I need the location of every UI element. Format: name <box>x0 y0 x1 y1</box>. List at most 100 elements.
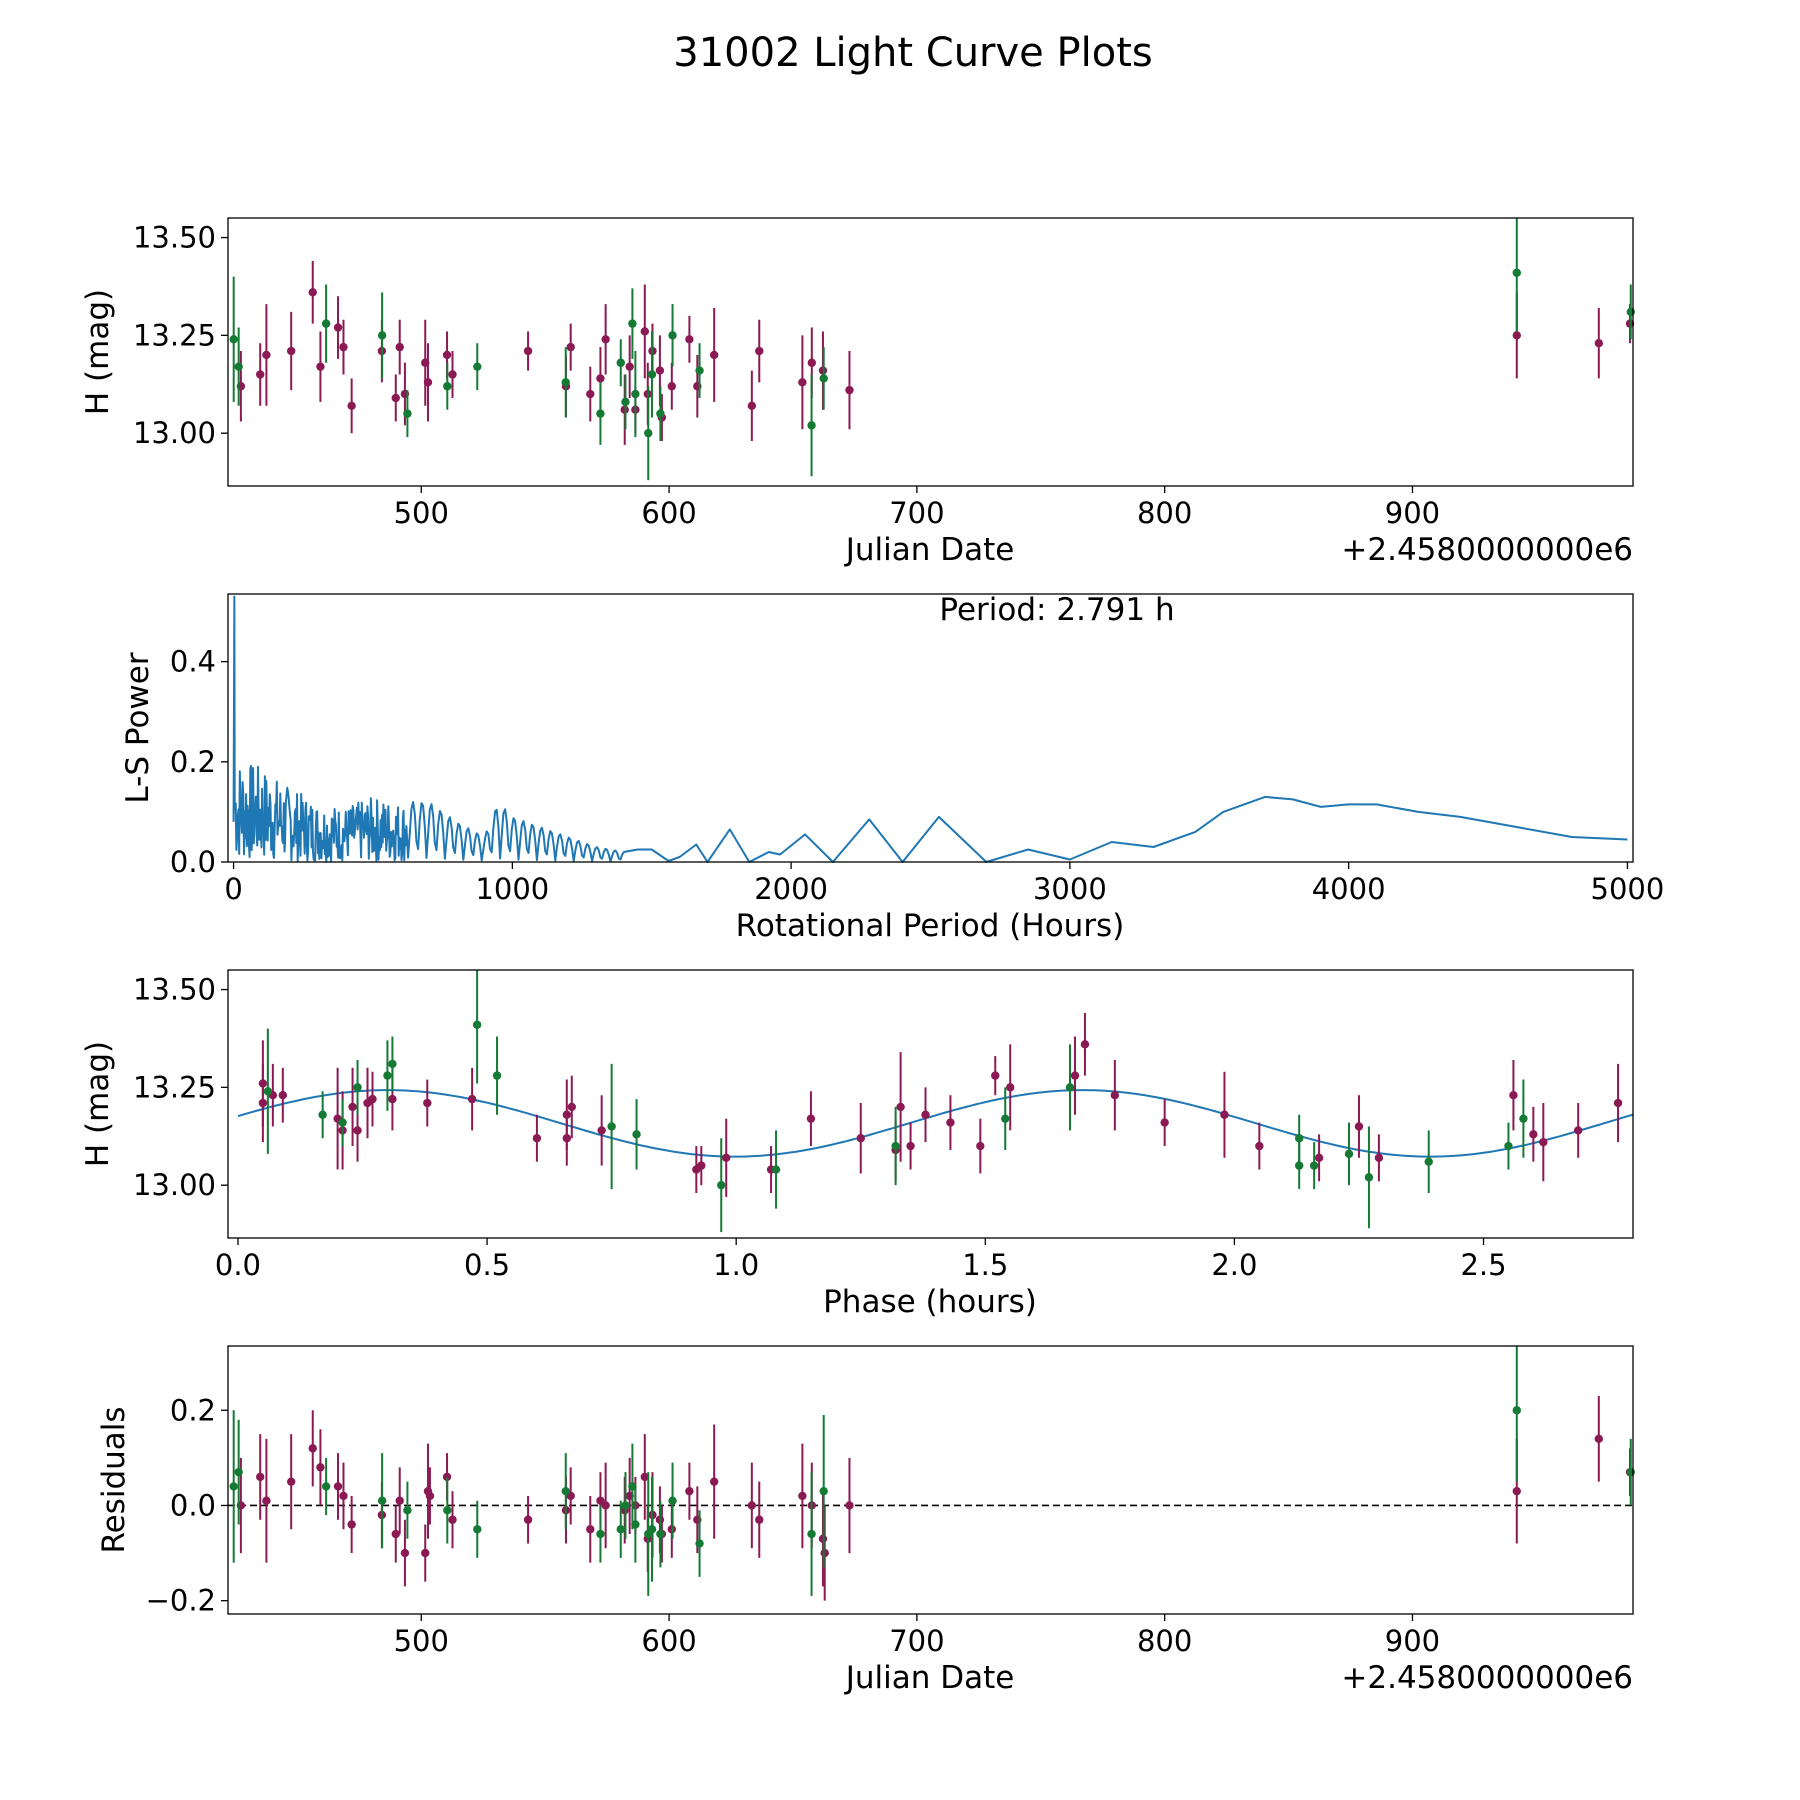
lightcurve-point-g <box>403 409 412 418</box>
periodogram-ticks: 0 1000 2000 3000 4000 5000 0.0 0.2 0.4 <box>170 645 1664 906</box>
phased-xtick-label: 2.5 <box>1460 1248 1506 1282</box>
phased-panel: 0.0 0.5 1.0 1.5 2.0 2.5 13.00 13.25 13.50 Phase … <box>80 969 1634 1320</box>
periodogram-marks <box>232 595 1628 863</box>
lightcurve-point-r <box>448 370 457 379</box>
lightcurve-point-r <box>640 327 649 336</box>
phased-marks <box>237 970 1634 1233</box>
lightcurve-point-r <box>442 350 452 360</box>
periodogram-xtick-label: 0 <box>224 872 242 906</box>
lightcurve-point-r <box>286 346 296 356</box>
lightcurve-point-g <box>229 335 238 344</box>
phased-point-g <box>891 1141 900 1151</box>
phased-point-g <box>318 1110 327 1119</box>
phased-point-r <box>906 1141 915 1151</box>
residuals-point-g <box>229 1482 238 1491</box>
lightcurve-point-r <box>423 378 433 387</box>
lightcurve-ticks: 500 600 700 800 900 13.00 13.25 13.50 <box>133 221 1440 530</box>
lightcurve-point-g <box>819 374 828 383</box>
residuals-point-g <box>1512 1406 1521 1415</box>
lightcurve-point-g <box>647 370 657 379</box>
phased-point-r <box>896 1102 905 1112</box>
residuals-point-r <box>1594 1434 1604 1444</box>
residuals-point-r <box>640 1472 649 1482</box>
lightcurve-point-r <box>339 342 348 352</box>
phased-point-r <box>856 1134 865 1143</box>
phased-point-r <box>1613 1098 1623 1108</box>
phased-point-g <box>607 1122 616 1131</box>
lightcurve-ytick-label: 13.50 <box>133 221 216 255</box>
residuals-point-r <box>391 1529 400 1539</box>
lightcurve-point-g <box>621 397 630 407</box>
lightcurve-point-g <box>616 358 625 367</box>
phased-point-g <box>338 1118 347 1127</box>
phased-point-r <box>1255 1141 1264 1151</box>
phased-point-r <box>1539 1137 1548 1147</box>
phased-point-g <box>383 1071 392 1080</box>
periodogram-xtick-label: 5000 <box>1591 872 1665 906</box>
lightcurve-point-r <box>667 382 677 391</box>
residuals-axes-frame <box>227 1345 1634 1615</box>
lightcurve-point-r <box>596 374 605 383</box>
phased-xtick-label: 0.0 <box>215 1248 261 1282</box>
periodogram-ytick-label: 0.0 <box>170 845 216 879</box>
phased-point-g <box>1424 1157 1433 1166</box>
phased-point-r <box>946 1118 955 1127</box>
periodogram-xtick-label: 4000 <box>1312 872 1386 906</box>
phased-point-r <box>597 1126 606 1135</box>
residuals-point-g <box>631 1520 640 1529</box>
periodogram-ylabel: L-S Power <box>120 652 156 803</box>
residuals-ytick-label: 0.0 <box>170 1488 216 1522</box>
lightcurve-point-r <box>1594 338 1604 348</box>
lightcurve-point-r <box>308 288 317 297</box>
phased-point-r <box>1314 1153 1324 1162</box>
phased-point-g <box>1294 1161 1304 1170</box>
phased-point-g <box>472 1020 482 1029</box>
residuals-point-g <box>321 1482 331 1491</box>
phased-point-r <box>1070 1071 1080 1080</box>
phased-point-g <box>1519 1114 1528 1123</box>
phased-point-r <box>258 1079 268 1088</box>
phased-point-r <box>353 1126 362 1135</box>
lightcurve-point-r <box>845 385 854 395</box>
lightcurve-point-r <box>395 342 404 352</box>
phased-point-g <box>1364 1173 1374 1182</box>
residuals-point-r <box>755 1515 764 1524</box>
residuals-point-r <box>316 1463 325 1472</box>
residuals-marks <box>228 1346 1635 1601</box>
lightcurve-ytick-label: 13.25 <box>133 318 216 352</box>
residuals-point-r <box>709 1477 719 1486</box>
lightcurve-point-g <box>321 319 331 328</box>
residuals-point-r <box>523 1515 533 1524</box>
lightcurve-point-r <box>625 362 634 371</box>
phased-point-r <box>278 1090 288 1100</box>
residuals-point-g <box>596 1529 605 1539</box>
residuals-point-g <box>1626 1467 1635 1477</box>
periodogram-panel: 0 1000 2000 3000 4000 5000 0.0 0.2 0.4 Period: 2… <box>120 592 1664 944</box>
lightcurve-point-g <box>668 331 677 340</box>
residuals-point-r <box>286 1477 296 1486</box>
residuals-point-r <box>845 1501 854 1510</box>
lightcurve-xtick-label: 900 <box>1385 496 1440 530</box>
lightcurve-point-g <box>1512 268 1521 277</box>
lightcurve-point-r <box>256 370 265 379</box>
periodogram-xtick-label: 1000 <box>475 872 549 906</box>
periodogram-annotation: Period: 2.791 h <box>939 592 1174 628</box>
phased-ylabel: H (mag) <box>80 1041 116 1167</box>
lightcurve-point-r <box>601 335 610 344</box>
residuals-point-g <box>443 1506 452 1515</box>
lightcurve-point-g <box>628 319 637 328</box>
residuals-point-r <box>262 1496 271 1505</box>
periodogram-xtick-label: 2000 <box>754 872 828 906</box>
phased-point-r <box>1110 1090 1120 1100</box>
residuals-point-r <box>1512 1486 1521 1496</box>
phased-xtick-label: 0.5 <box>464 1248 510 1282</box>
phased-point-r <box>991 1071 1000 1080</box>
lightcurve-ylabel: H (mag) <box>80 289 116 415</box>
phased-point-r <box>1006 1083 1015 1092</box>
lightcurve-offset-label: +2.4580000000e6 <box>1341 532 1633 568</box>
phased-point-r <box>388 1094 397 1104</box>
lightcurve-point-g <box>644 428 653 438</box>
residuals-point-r <box>256 1472 265 1482</box>
phased-axes-frame <box>227 969 1634 1239</box>
